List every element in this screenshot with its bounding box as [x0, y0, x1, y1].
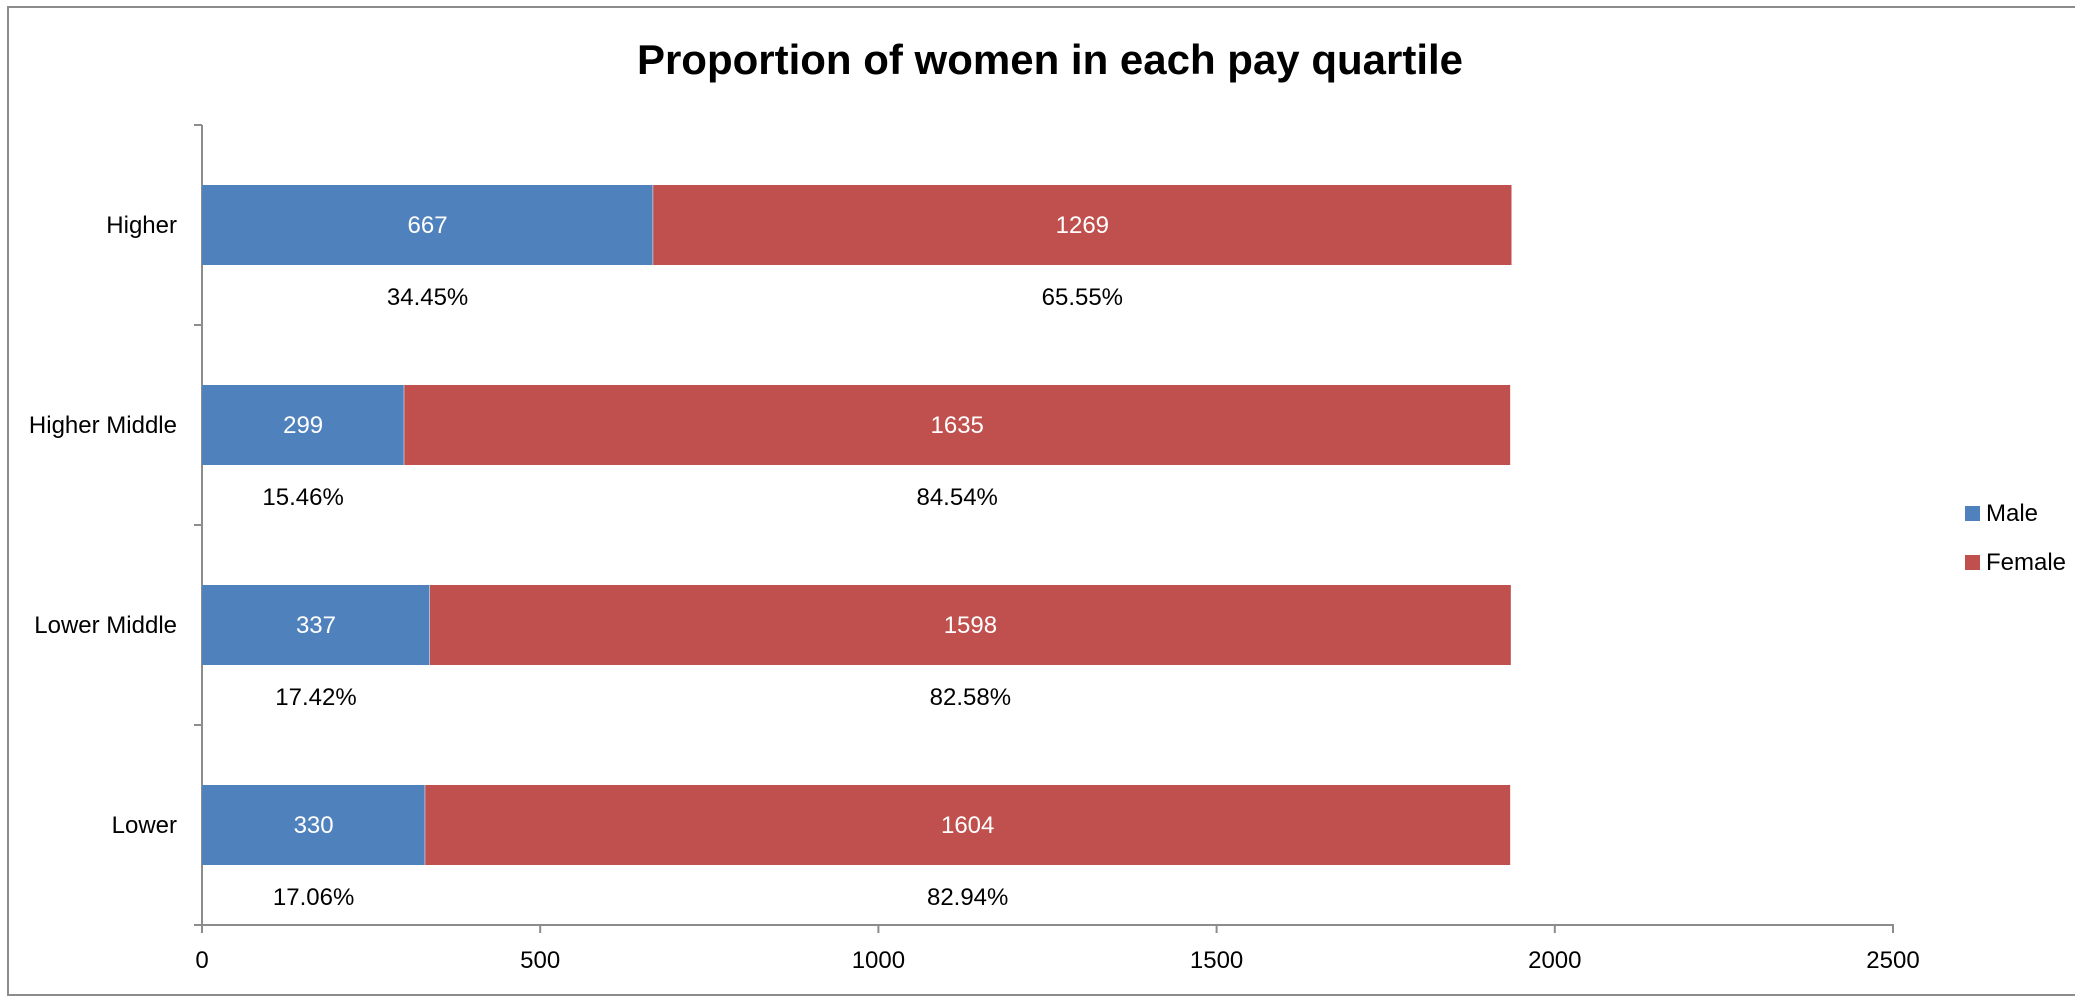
- x-tick-label: 0: [195, 947, 208, 974]
- chart-title: Proportion of women in each pay quartile: [637, 36, 1463, 83]
- x-tick-label: 1500: [1190, 947, 1243, 974]
- percent-label: 15.46%: [262, 484, 343, 511]
- category-label: Lower Middle: [34, 612, 177, 639]
- legend: Male Female: [1965, 500, 2066, 576]
- percent-label: 82.58%: [930, 684, 1011, 711]
- percent-label: 34.45%: [387, 284, 468, 311]
- percent-label: 84.54%: [916, 484, 997, 511]
- percent-label: 82.94%: [927, 884, 1008, 911]
- percent-label: 17.06%: [273, 884, 354, 911]
- value-label: 1269: [1056, 212, 1109, 239]
- x-tick-label: 500: [520, 947, 560, 974]
- legend-swatch-male: [1965, 506, 1980, 521]
- value-label: 1604: [941, 812, 994, 839]
- plot-area: 0 500 1000 1500 2000 2500 Higher 667 34.45% 1269 6…: [29, 124, 1920, 974]
- bar-male: [202, 385, 405, 465]
- legend-label-male: Male: [1986, 500, 2038, 527]
- bar-male: [202, 185, 654, 265]
- category-label: Higher: [106, 212, 177, 239]
- x-tick-label: 2500: [1866, 947, 1919, 974]
- category-label: Higher Middle: [29, 412, 177, 439]
- bar-female: [425, 785, 1511, 865]
- value-label: 1635: [931, 412, 984, 439]
- bar-female: [404, 385, 1511, 465]
- x-tick-label: 1000: [852, 947, 905, 974]
- value-label: 1598: [944, 612, 997, 639]
- value-label: 667: [408, 212, 448, 239]
- bar-female: [653, 185, 1512, 265]
- value-label: 337: [296, 612, 336, 639]
- value-label: 330: [294, 812, 334, 839]
- percent-label: 17.42%: [275, 684, 356, 711]
- legend-swatch-female: [1965, 555, 1980, 570]
- legend-label-female: Female: [1986, 549, 2066, 576]
- percent-label: 65.55%: [1042, 284, 1123, 311]
- bar-male: [202, 585, 430, 665]
- x-tick-label: 2000: [1528, 947, 1581, 974]
- value-label: 299: [283, 412, 323, 439]
- category-label: Lower: [112, 812, 177, 839]
- bar-male: [202, 785, 426, 865]
- bar-female: [429, 585, 1511, 665]
